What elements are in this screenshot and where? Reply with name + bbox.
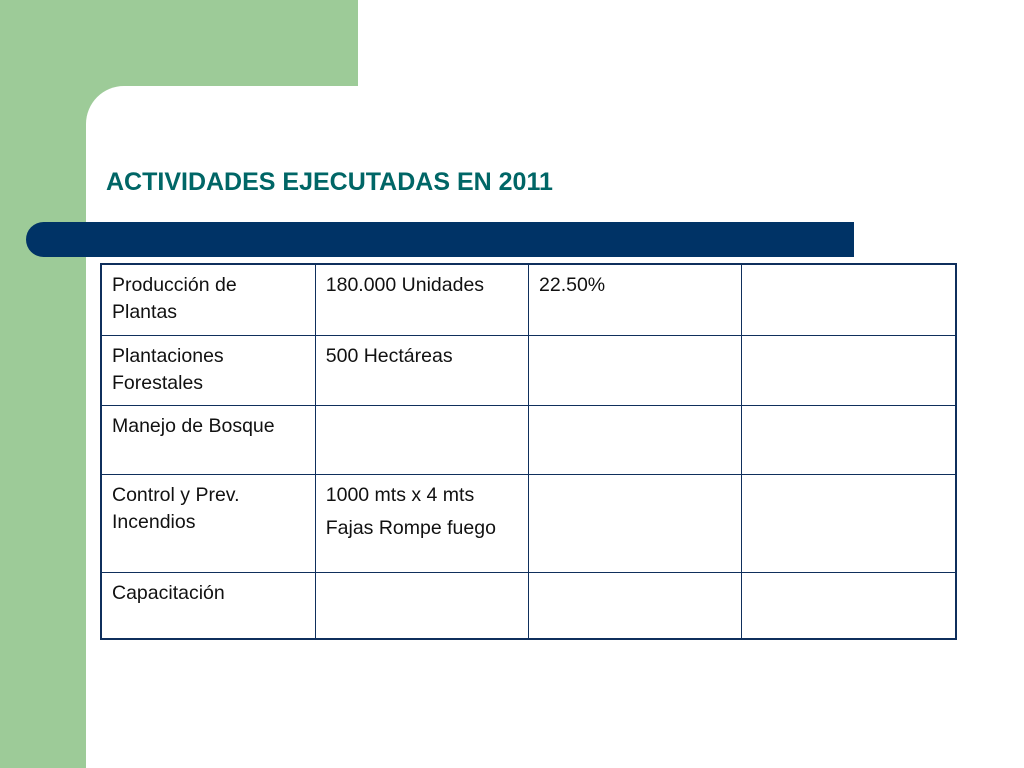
table-cell-percent (527, 334, 743, 406)
cell-text: 22.50% (539, 274, 606, 296)
table-cell-extra (741, 404, 955, 475)
activities-table: Producción de Plantas 180.000 Unidades 2… (100, 263, 957, 640)
table-cell-amount: 1000 mts x 4 mts Fajas Rompe fuego (314, 473, 530, 573)
cell-text: Capacitación (112, 581, 225, 604)
cell-text: 500 Hectáreas (325, 344, 453, 367)
table-cell-activity: Manejo de Bosque (102, 404, 316, 475)
table-row: Producción de Plantas 180.000 Unidades 2… (102, 265, 955, 336)
table-row: Plantaciones Forestales 500 Hectáreas (102, 334, 955, 406)
title-underline-bar (26, 222, 854, 257)
table-cell-amount (314, 404, 530, 475)
table-cell-activity: Producción de Plantas (102, 265, 316, 336)
cell-text: Plantaciones Forestales (112, 344, 224, 394)
cell-text: Control y Prev. Incendios (112, 483, 240, 533)
table-cell-percent: 22.50% (527, 265, 743, 336)
cell-text: 1000 mts x 4 mts (325, 483, 475, 506)
table-cell-extra (741, 473, 955, 573)
table-cell-activity: Capacitación (102, 571, 316, 640)
cell-text: Producción de Plantas (112, 274, 237, 323)
table-cell-amount: 500 Hectáreas (314, 334, 530, 406)
table-cell-extra (741, 265, 955, 336)
table-cell-percent (527, 571, 743, 640)
table-cell-extra (741, 571, 955, 640)
slide-title: ACTIVIDADES EJECUTADAS EN 2011 (106, 168, 553, 196)
table-cell-amount (314, 571, 530, 640)
table-row: Capacitación (102, 571, 955, 640)
table-cell-activity: Plantaciones Forestales (102, 334, 316, 406)
cell-text: Manejo de Bosque (112, 414, 275, 437)
table-row: Manejo de Bosque (102, 404, 955, 475)
table-row: Control y Prev. Incendios 1000 mts x 4 m… (102, 473, 955, 573)
table-cell-amount: 180.000 Unidades (314, 265, 530, 336)
cell-text: 180.000 Unidades (325, 274, 485, 296)
cell-text: Fajas Rompe fuego (325, 516, 496, 539)
table-cell-percent (527, 473, 743, 573)
table-cell-activity: Control y Prev. Incendios (102, 473, 316, 573)
table-cell-extra (741, 334, 955, 406)
table-cell-percent (527, 404, 743, 475)
